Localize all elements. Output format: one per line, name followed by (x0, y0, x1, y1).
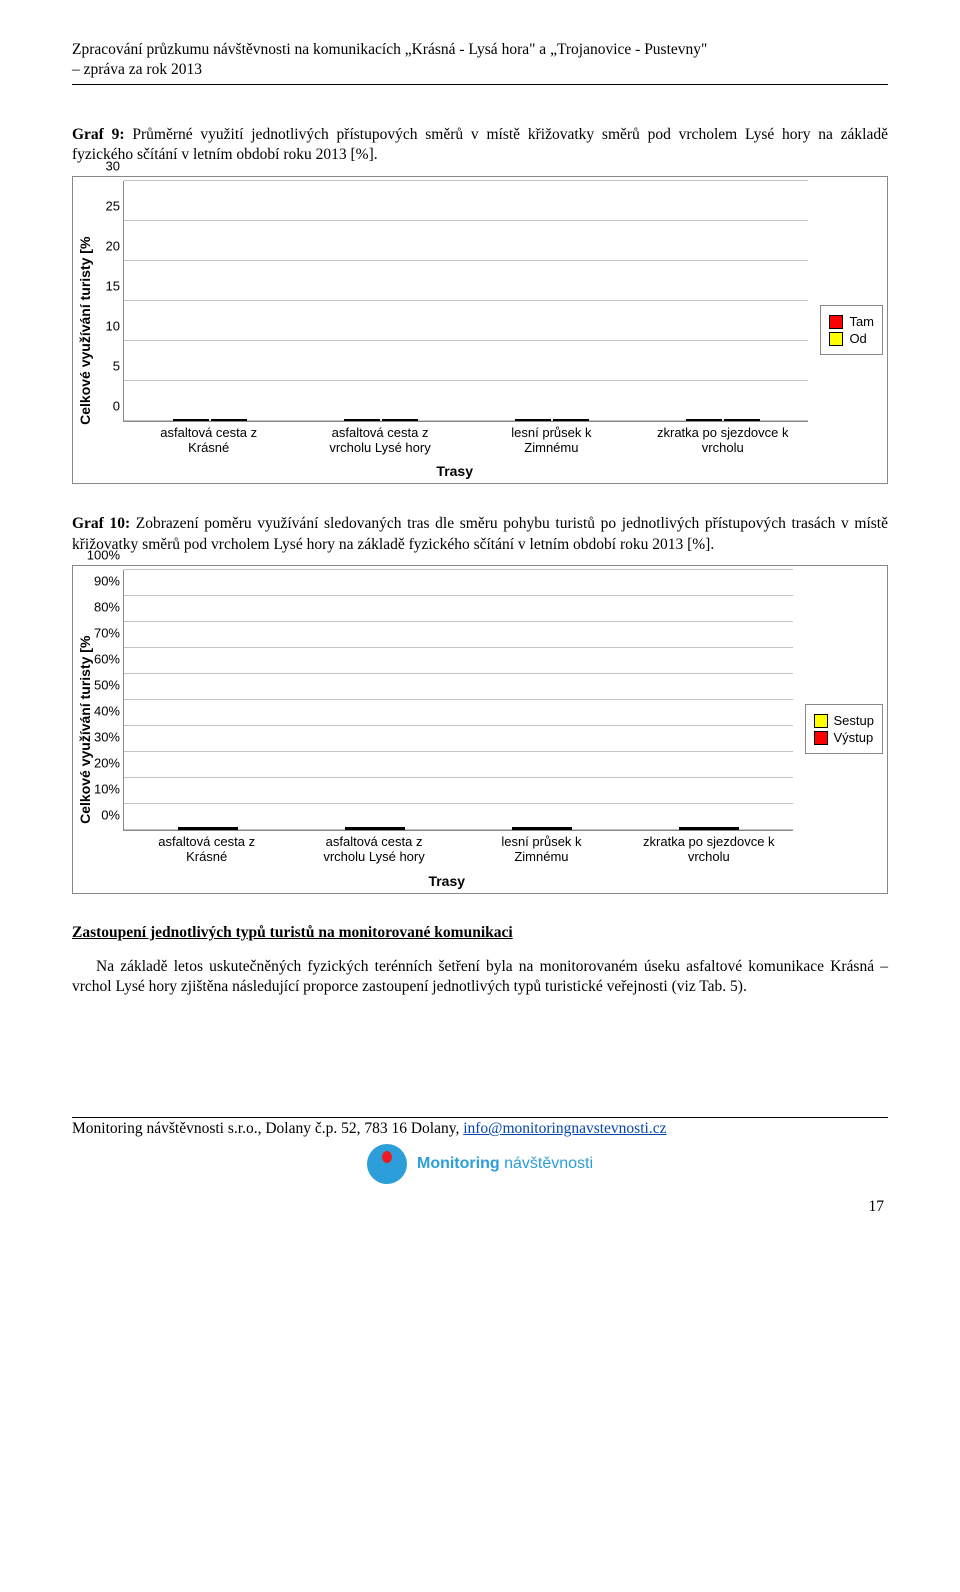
xtick-label: zkratka po sjezdovce k vrcholu (654, 426, 791, 456)
ytick-label: 15 (106, 278, 120, 293)
chart2-legend: Sestup Výstup (805, 704, 883, 754)
ytick-label: 60% (94, 651, 120, 666)
ytick-label: 25 (106, 198, 120, 213)
bar-tam (173, 419, 209, 421)
bar-group (308, 827, 442, 830)
logo: Monitoring návštěvnosti (72, 1144, 888, 1184)
legend-item: Tam (829, 314, 874, 329)
chart1-legend: Tam Od (820, 305, 883, 355)
stack-vystup (178, 829, 238, 830)
xtick-label: lesní průsek k Zimnému (483, 426, 620, 456)
legend-label: Tam (849, 314, 874, 329)
ytick-label: 30 (106, 158, 120, 173)
caption-text: Zobrazení poměru využívání sledovaných t… (72, 515, 888, 552)
bar-group (483, 419, 620, 421)
xtick-label: asfaltová cesta z Krásné (140, 835, 274, 865)
xtick-label: lesní průsek k Zimnému (474, 835, 608, 865)
legend-swatch-sestup (814, 714, 828, 728)
stack-vystup (679, 829, 739, 830)
ytick-label: 70% (94, 625, 120, 640)
ytick-label: 40% (94, 703, 120, 718)
bar-tam (344, 419, 380, 421)
bar-od (211, 419, 247, 421)
legend-item: Výstup (814, 730, 874, 745)
chart2-xlabel: Trasy (93, 873, 801, 889)
bar-group (642, 827, 776, 830)
legend-swatch-vystup (814, 731, 828, 745)
ytick-label: 100% (87, 547, 120, 562)
bar-tam (686, 419, 722, 421)
logo-icon (367, 1144, 407, 1184)
legend-label: Výstup (834, 730, 874, 745)
caption-graf9: Graf 9: Průměrné využití jednotlivých př… (72, 125, 888, 165)
section-heading: Zastoupení jednotlivých typů turistů na … (72, 924, 888, 942)
legend-swatch-tam (829, 315, 843, 329)
chart2-xticks: asfaltová cesta z Krásné asfaltová cesta … (123, 835, 793, 865)
ytick-label: 10 (106, 318, 120, 333)
logo-text: Monitoring návštěvnosti (417, 1155, 593, 1173)
header-line1: Zpracování průzkumu návštěvnosti na komu… (72, 41, 707, 58)
page-number: 17 (72, 1198, 888, 1216)
caption-lead: Graf 10: (72, 515, 130, 532)
ytick-label: 5 (113, 358, 120, 373)
chart1-bars (124, 181, 808, 421)
caption-lead: Graf 9: (72, 126, 125, 143)
chart1-xticks: asfaltová cesta z Krásné asfaltová cesta … (123, 426, 808, 456)
footer-text: Monitoring návštěvnosti s.r.o., Dolany č… (72, 1120, 463, 1137)
bar-group (654, 419, 791, 421)
footer: Monitoring návštěvnosti s.r.o., Dolany č… (72, 1120, 888, 1138)
chart1-ylabel: Celkové využívání turisty [% (77, 181, 93, 480)
legend-label: Od (849, 331, 866, 346)
ytick-label: 20 (106, 238, 120, 253)
chart2-plot: 0%10%20%30%40%50%60%70%80%90%100% (123, 570, 793, 831)
xtick-label: zkratka po sjezdovce k vrcholu (642, 835, 776, 865)
legend-item: Sestup (814, 713, 874, 728)
section-para: Na základě letos uskutečněných fyzických… (72, 957, 888, 997)
chart-graf9: Celkové využívání turisty [% 05101520253… (72, 176, 888, 485)
legend-item: Od (829, 331, 874, 346)
bar-group (141, 827, 275, 830)
caption-graf10: Graf 10: Zobrazení poměru využívání sled… (72, 514, 888, 554)
ytick-label: 80% (94, 599, 120, 614)
chart1-xlabel: Trasy (93, 463, 816, 479)
doc-header: Zpracování průzkumu návštěvnosti na komu… (72, 40, 888, 80)
bar-group (141, 419, 278, 421)
xtick-label: asfaltová cesta z Krásné (140, 426, 277, 456)
ytick-label: 50% (94, 677, 120, 692)
chart1-plot: 051015202530 (123, 181, 808, 422)
chart2-bars (124, 570, 793, 830)
stack-vystup (512, 829, 572, 830)
xtick-label: asfaltová cesta z vrcholu Lysé hory (312, 426, 449, 456)
legend-swatch-od (829, 332, 843, 346)
chart2-ylabel: Celkové využívání turisty [% (77, 570, 93, 889)
legend-label: Sestup (834, 713, 874, 728)
footer-rule (72, 1117, 888, 1118)
bar-od (382, 419, 418, 421)
header-line2: – zpráva za rok 2013 (72, 61, 202, 78)
bar-group (475, 827, 609, 830)
bar-od (553, 419, 589, 421)
ytick-label: 10% (94, 781, 120, 796)
bar-group (312, 419, 449, 421)
stack-vystup (345, 829, 405, 830)
chart-graf10: Celkové využívání turisty [% 0%10%20%30%… (72, 565, 888, 894)
footer-link[interactable]: info@monitoringnavstevnosti.cz (463, 1120, 666, 1137)
ytick-label: 0% (101, 807, 120, 822)
ytick-label: 90% (94, 573, 120, 588)
header-rule (72, 84, 888, 85)
caption-text: Průměrné využití jednotlivých přístupový… (72, 126, 888, 163)
xtick-label: asfaltová cesta z vrcholu Lysé hory (307, 835, 441, 865)
ytick-label: 20% (94, 755, 120, 770)
ytick-label: 0 (113, 398, 120, 413)
ytick-label: 30% (94, 729, 120, 744)
bar-od (724, 419, 760, 421)
bar-tam (515, 419, 551, 421)
